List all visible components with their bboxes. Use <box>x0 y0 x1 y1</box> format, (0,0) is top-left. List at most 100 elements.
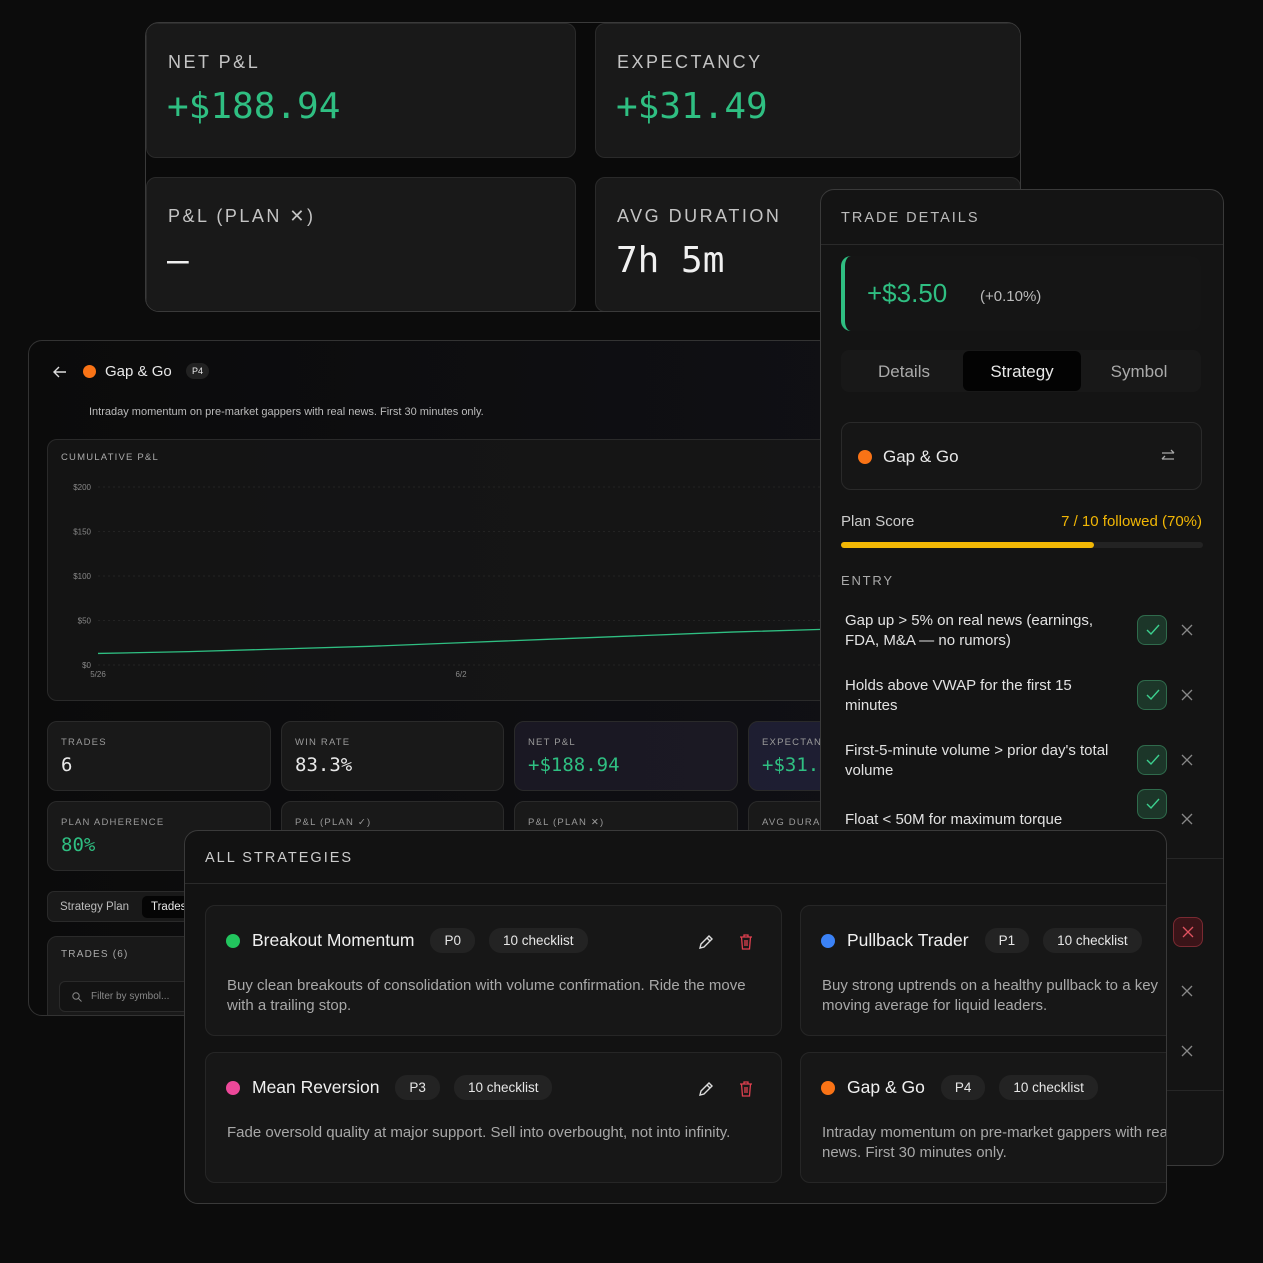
reject-icon[interactable] <box>1181 753 1195 767</box>
trade-pnl: +$3.50 <box>867 278 948 308</box>
strategy-card: Pullback Trader P1 10 checklist Buy strong … <box>800 905 1166 1036</box>
metric-label: P&L (PLAN ✕) <box>528 817 605 828</box>
metric-value: 80% <box>61 834 96 856</box>
checklist-count: 10 checklist <box>999 1075 1098 1100</box>
strategy-select[interactable]: Gap & Go <box>841 422 1202 490</box>
reject-icon[interactable] <box>1181 623 1195 637</box>
metric-value: 6 <box>61 754 73 776</box>
x-icon <box>1181 624 1193 636</box>
stat-value: 7h 5m <box>616 240 725 281</box>
filter-placeholder: Filter by symbol... <box>91 991 170 1002</box>
edit-icon <box>699 1082 713 1096</box>
check-button[interactable] <box>1137 680 1167 710</box>
element <box>1181 813 1193 825</box>
strategy-dot <box>858 450 872 464</box>
stat-label: EXPECTANCY <box>617 52 763 72</box>
pnl-line <box>97 628 823 655</box>
element <box>1146 689 1160 701</box>
delete-button[interactable] <box>738 1080 754 1103</box>
edit-button[interactable] <box>697 933 715 956</box>
progress-bar <box>841 542 1095 548</box>
trash-icon <box>740 1081 752 1097</box>
priority-badge: P1 <box>984 928 1030 953</box>
element <box>1181 689 1193 701</box>
strategy-name: Gap & Go <box>105 363 172 380</box>
x-icon <box>1181 754 1193 766</box>
reject-icon[interactable] <box>1181 984 1195 998</box>
tab[interactable]: Symbol <box>1110 362 1168 381</box>
trade-details: TRADE DETAILS +$3.50 (+0.10%) Details St… <box>820 189 1224 1166</box>
stat-card: NET P&L +$188.94 <box>146 23 576 158</box>
strategy-description: Intraday momentum on pre-market gappers … <box>822 1124 1167 1161</box>
back-icon[interactable] <box>53 366 67 378</box>
trades-title: TRADES (6) <box>61 949 129 960</box>
card-header: Gap & Go P4 10 checklist <box>821 1075 1112 1100</box>
strategy-dot <box>821 1080 835 1095</box>
pnl-box: +$3.50 (+0.10%) <box>841 256 1201 331</box>
section-title: ENTRY <box>841 573 894 588</box>
y-tick-label: $100 <box>73 572 91 581</box>
checklist-item: First-5-minute volume > prior day's tota… <box>845 742 1109 779</box>
delete-button[interactable] <box>738 933 754 956</box>
stat-value: — <box>167 240 189 281</box>
check-button[interactable] <box>1137 745 1167 775</box>
chart: $200 $150 $100 $50 $05/26 6/2 <box>73 483 848 679</box>
priority-badge: P4 <box>186 363 210 379</box>
metric-card: WIN RATE 83.3% <box>281 721 504 791</box>
element <box>740 934 752 950</box>
panel-title: ALL STRATEGIES <box>205 850 354 866</box>
element <box>699 1082 713 1096</box>
metric-value: +$188.94 <box>528 754 620 776</box>
swap-icon <box>1161 449 1175 460</box>
metric-card: NET P&L +$188.94 <box>514 721 738 791</box>
chart-box: CUMULATIVE P&L $200 $150 $100 $50 $0 5/26 6/2 <box>47 439 877 701</box>
metric-label: WIN RATE <box>295 737 351 748</box>
plan-score: 7 / 10 followed (70%) <box>1061 513 1202 530</box>
tab-active[interactable]: Strategy <box>963 351 1081 391</box>
all-strategies: ALL STRATEGIES Breakout Momentum P0 10 che… <box>184 830 1167 1204</box>
x-tick-label: 5/26 <box>90 670 106 679</box>
y-tick-label: $200 <box>73 483 91 492</box>
element <box>699 935 713 949</box>
y-tick-label: $150 <box>73 528 91 537</box>
card-header: Mean Reversion P3 10 checklist <box>226 1075 566 1100</box>
checklist-item: Holds above VWAP for the first 15 minute… <box>845 677 1072 714</box>
element <box>1182 926 1194 938</box>
tab[interactable]: Details <box>878 362 930 381</box>
strategy-name: Breakout Momentum <box>252 930 415 950</box>
plan-score-label: Plan Score <box>841 513 915 530</box>
tab[interactable]: Strategy Plan <box>60 901 130 913</box>
search-icon <box>72 992 82 1002</box>
stat-value: +$188.94 <box>167 86 341 127</box>
element <box>1146 624 1160 636</box>
priority-badge: P4 <box>940 1075 986 1100</box>
x-icon <box>1181 985 1193 997</box>
tab-active[interactable]: Trades <box>142 896 196 918</box>
top-stats-panel: NET P&L +$188.94 EXPECTANCY +$31.49 P&L (P… <box>145 22 1021 312</box>
strategy-card: Gap & Go P4 10 checklist Intraday momentum … <box>800 1052 1167 1183</box>
strategy-description: Intraday momentum on pre-market gappers … <box>89 406 484 418</box>
check-icon <box>1146 754 1160 766</box>
check-icon <box>1146 798 1160 810</box>
strategy-name: Pullback Trader <box>847 930 969 950</box>
strategy-card: Breakout Momentum P0 10 checklist Buy clean… <box>205 905 782 1036</box>
reject-icon[interactable] <box>1181 1044 1195 1058</box>
metric-label: NET P&L <box>528 737 576 748</box>
check-button[interactable] <box>1137 615 1167 645</box>
metric-label: EXPECTANCY <box>762 737 838 748</box>
check-button[interactable] <box>1137 789 1167 819</box>
reject-button[interactable] <box>1173 917 1203 947</box>
strategy-dot <box>821 933 835 948</box>
x-icon <box>1181 1045 1193 1057</box>
strategy-description: Fade oversold quality at major support. … <box>227 1124 731 1141</box>
reject-icon[interactable] <box>1181 688 1195 702</box>
metric-card: TRADES 6 <box>47 721 271 791</box>
strategy-card: Mean Reversion P3 10 checklist Fade oversol… <box>205 1052 782 1183</box>
divider <box>185 883 1166 884</box>
stat-label: AVG DURATION <box>617 206 782 226</box>
element <box>1181 754 1193 766</box>
edit-button[interactable] <box>697 1080 715 1103</box>
strategy-dot <box>226 933 240 948</box>
reject-icon[interactable] <box>1181 812 1195 826</box>
